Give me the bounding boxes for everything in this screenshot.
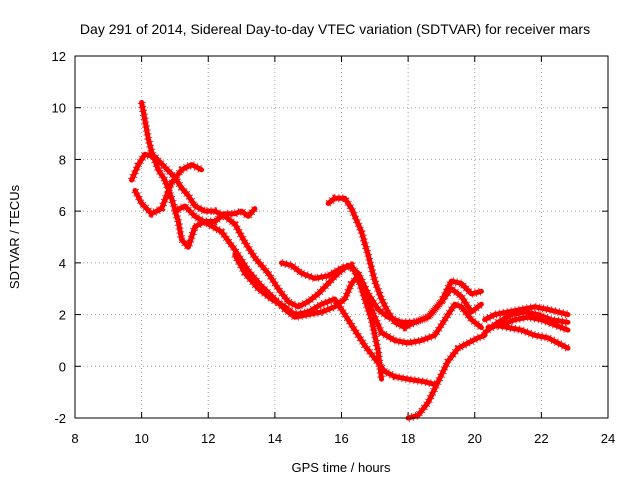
- series-s3: [137, 100, 258, 252]
- series-markers: [127, 150, 483, 327]
- chart-title: Day 291 of 2014, Sidereal Day-to-day VTE…: [80, 21, 590, 37]
- y-tick-label: 4: [59, 256, 66, 271]
- series-s8: [405, 331, 488, 422]
- y-tick-label: 2: [59, 308, 66, 323]
- x-tick-label: 10: [134, 431, 148, 446]
- x-tick-label: 14: [268, 431, 282, 446]
- y-tick-label: 0: [59, 359, 66, 374]
- plot-frame: [74, 55, 609, 419]
- x-tick-label: 20: [468, 431, 482, 446]
- series-s6: [279, 259, 386, 382]
- y-tick-label: 6: [59, 204, 66, 219]
- x-axis-label: GPS time / hours: [292, 460, 391, 475]
- series-s5: [231, 252, 438, 389]
- series-s4: [172, 202, 484, 347]
- data-series: [127, 100, 571, 422]
- x-tick-label: 16: [334, 431, 348, 446]
- x-tick-label: 8: [71, 431, 78, 446]
- series-line: [405, 332, 488, 421]
- series-markers: [137, 101, 258, 252]
- series-s7: [325, 194, 484, 332]
- series-markers: [280, 259, 386, 380]
- series-line: [172, 203, 484, 346]
- series-markers: [407, 331, 487, 422]
- y-tick-label: -2: [54, 411, 66, 426]
- y-tick-label: 12: [52, 49, 66, 64]
- series-markers: [325, 194, 484, 332]
- x-tick-label: 12: [201, 431, 215, 446]
- x-tick-label: 24: [601, 431, 615, 446]
- series-s9: [482, 302, 571, 324]
- series-s11: [492, 320, 571, 352]
- y-tick-label: 8: [59, 152, 66, 167]
- y-tick-label: 10: [52, 101, 66, 116]
- series-markers: [131, 160, 204, 218]
- y-axis-label: SDTVAR / TECUs: [7, 184, 22, 289]
- series-s12: [482, 308, 571, 336]
- series-markers: [482, 308, 569, 336]
- x-tick-label: 18: [401, 431, 415, 446]
- series-markers: [231, 253, 436, 389]
- series-line: [492, 322, 571, 351]
- grid: [75, 56, 608, 418]
- x-tick-label: 22: [534, 431, 548, 446]
- series-line: [482, 304, 571, 323]
